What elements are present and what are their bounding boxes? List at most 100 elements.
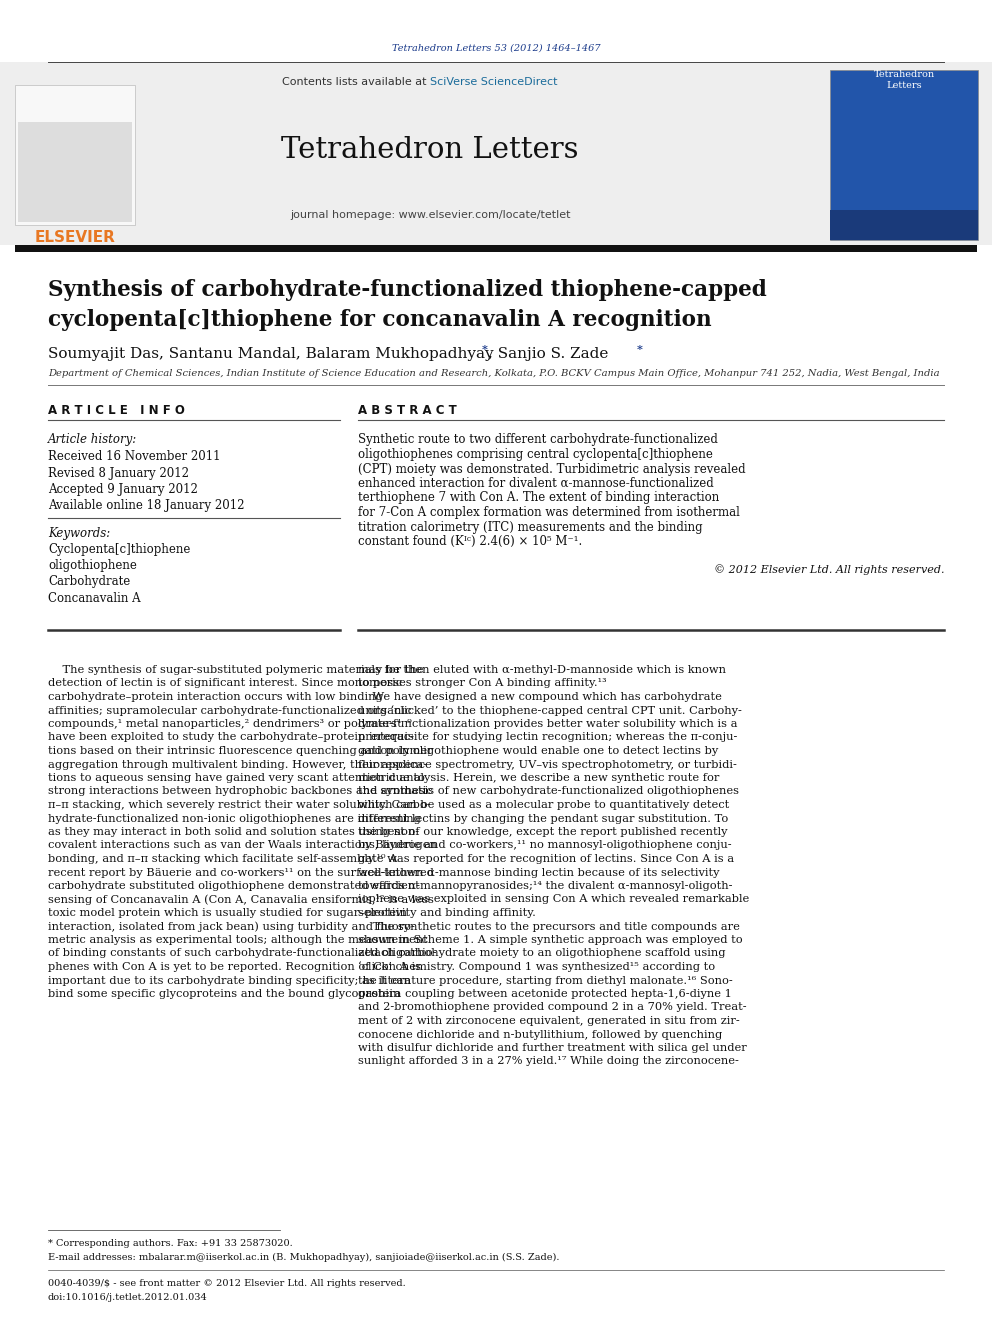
Text: journal homepage: www.elsevier.com/locate/tetlet: journal homepage: www.elsevier.com/locat…: [290, 210, 570, 220]
Text: Available online 18 January 2012: Available online 18 January 2012: [48, 499, 244, 512]
Text: , Sanjio S. Zade: , Sanjio S. Zade: [488, 347, 608, 361]
Text: which can be used as a molecular probe to quantitatively detect: which can be used as a molecular probe t…: [358, 800, 729, 810]
Text: oligothiophene: oligothiophene: [48, 560, 137, 573]
Text: the best of our knowledge, except the report published recently: the best of our knowledge, except the re…: [358, 827, 727, 837]
Text: A B S T R A C T: A B S T R A C T: [358, 404, 456, 417]
Text: Keywords:: Keywords:: [48, 528, 110, 541]
Text: the synthesis of new carbohydrate-functionalized oligothiophenes: the synthesis of new carbohydrate-functi…: [358, 786, 739, 796]
Text: ELSEVIER: ELSEVIER: [35, 229, 115, 245]
Text: important due to its carbohydrate binding specificity; as it can: important due to its carbohydrate bindin…: [48, 975, 411, 986]
Text: carbohydrate–protein interaction occurs with low binding: carbohydrate–protein interaction occurs …: [48, 692, 383, 703]
Text: drate-functionalization provides better water solubility which is a: drate-functionalization provides better …: [358, 718, 737, 729]
Text: Tetrahedron Letters 53 (2012) 1464–1467: Tetrahedron Letters 53 (2012) 1464–1467: [392, 44, 600, 53]
Text: recent report by Bäuerie and co-workers¹¹ on the surface-tethered: recent report by Bäuerie and co-workers¹…: [48, 868, 434, 877]
Text: aggregation through multivalent binding. However, their applica-: aggregation through multivalent binding.…: [48, 759, 428, 770]
Text: may be then eluted with α-methyl-D-mannoside which is known: may be then eluted with α-methyl-D-manno…: [358, 665, 726, 675]
Text: SciVerse ScienceDirect: SciVerse ScienceDirect: [430, 77, 558, 87]
Text: selectivity and binding affinity.: selectivity and binding affinity.: [358, 908, 536, 918]
Text: affinities; supramolecular carbohydrate-functionalized organic: affinities; supramolecular carbohydrate-…: [48, 705, 412, 716]
Text: attach carbohydrate moiety to an oligothiophene scaffold using: attach carbohydrate moiety to an oligoth…: [358, 949, 725, 958]
Text: enhanced interaction for divalent α-mannose-functionalized: enhanced interaction for divalent α-mann…: [358, 478, 714, 490]
Text: constant found (Kᴵᶜ) 2.4(6) × 10⁵ M⁻¹.: constant found (Kᴵᶜ) 2.4(6) × 10⁵ M⁻¹.: [358, 534, 582, 548]
Text: tions to aqueous sensing have gained very scant attention due to: tions to aqueous sensing have gained ver…: [48, 773, 425, 783]
Text: Synthesis of carbohydrate-functionalized thiophene-capped: Synthesis of carbohydrate-functionalized…: [48, 279, 767, 302]
Text: *: *: [637, 344, 643, 356]
Text: Received 16 November 2011: Received 16 November 2011: [48, 451, 220, 463]
Text: Department of Chemical Sciences, Indian Institute of Science Education and Resea: Department of Chemical Sciences, Indian …: [48, 369, 939, 378]
Text: compounds,¹ metal nanoparticles,² dendrimers³ or polymers⁴⁻⁹: compounds,¹ metal nanoparticles,² dendri…: [48, 718, 412, 729]
Bar: [0, 62, 992, 245]
Text: metric analysis. Herein, we describe a new synthetic route for: metric analysis. Herein, we describe a n…: [358, 773, 719, 783]
Bar: [830, 70, 978, 239]
Text: hydrate-functionalized non-ionic oligothiophenes are interesting: hydrate-functionalized non-ionic oligoth…: [48, 814, 421, 823]
Text: to posses stronger Con A binding affinity.¹³: to posses stronger Con A binding affinit…: [358, 679, 607, 688]
Text: Accepted 9 January 2012: Accepted 9 January 2012: [48, 483, 197, 496]
Text: detection of lectin is of significant interest. Since monomeric: detection of lectin is of significant in…: [48, 679, 402, 688]
Text: bind some specific glycoproteins and the bound glycoprotein: bind some specific glycoproteins and the…: [48, 990, 401, 999]
Text: bonding, and π–π stacking which facilitate self-assembly.¹⁰ A: bonding, and π–π stacking which facilita…: [48, 855, 398, 864]
Text: iophene was exploited in sensing Con A which revealed remarkable: iophene was exploited in sensing Con A w…: [358, 894, 749, 905]
Text: units ‘clicked’ to the thiophene-capped central CPT unit. Carbohy-: units ‘clicked’ to the thiophene-capped …: [358, 705, 742, 716]
Text: toxic model protein which is usually studied for sugar–protein: toxic model protein which is usually stu…: [48, 908, 407, 918]
Text: The synthesis of sugar-substituted polymeric materials for the: The synthesis of sugar-substituted polym…: [48, 665, 424, 675]
Text: well-known α-mannose binding lectin because of its selectivity: well-known α-mannose binding lectin beca…: [358, 868, 719, 877]
Text: the literature procedure, starting from diethyl malonate.¹⁶ Sono-: the literature procedure, starting from …: [358, 975, 733, 986]
Text: sunlight afforded 3 in a 27% yield.¹⁷ While doing the zirconocene-: sunlight afforded 3 in a 27% yield.¹⁷ Wh…: [358, 1057, 739, 1066]
Text: Contents lists available at: Contents lists available at: [282, 77, 430, 87]
Text: 0040-4039/$ - see front matter © 2012 Elsevier Ltd. All rights reserved.: 0040-4039/$ - see front matter © 2012 El…: [48, 1279, 406, 1289]
Text: Revised 8 January 2012: Revised 8 January 2012: [48, 467, 189, 479]
Text: interaction, isolated from jack bean) using turbidity and fluoro-: interaction, isolated from jack bean) us…: [48, 921, 415, 931]
Text: sensing of Concanavalin A (Con A, Canavalia ensiformis,¹² is a less: sensing of Concanavalin A (Con A, Canava…: [48, 894, 434, 905]
Text: tions based on their intrinsic fluorescence quenching and polymer: tions based on their intrinsic fluoresce…: [48, 746, 433, 755]
Text: as they may interact in both solid and solution states using non-: as they may interact in both solid and s…: [48, 827, 420, 837]
Text: gate was reported for the recognition of lectins. Since Con A is a: gate was reported for the recognition of…: [358, 855, 734, 864]
Text: *: *: [482, 344, 488, 356]
Text: ment of 2 with zirconocene equivalent, generated in situ from zir-: ment of 2 with zirconocene equivalent, g…: [358, 1016, 740, 1027]
Text: Tetrahedron
Letters: Tetrahedron Letters: [873, 70, 934, 90]
Text: Cyclopenta[c]thiophene: Cyclopenta[c]thiophene: [48, 544, 190, 557]
Text: shown in Scheme 1. A simple synthetic approach was employed to: shown in Scheme 1. A simple synthetic ap…: [358, 935, 743, 945]
Text: doi:10.1016/j.tetlet.2012.01.034: doi:10.1016/j.tetlet.2012.01.034: [48, 1294, 207, 1303]
Text: Concanavalin A: Concanavalin A: [48, 591, 141, 605]
Text: E-mail addresses: mbalarar.m@iiserkol.ac.in (B. Mukhopadhyay), sanjioiade@iiserk: E-mail addresses: mbalarar.m@iiserkol.ac…: [48, 1253, 559, 1262]
Text: The synthetic routes to the precursors and title compounds are: The synthetic routes to the precursors a…: [358, 922, 740, 931]
Text: by Bäuerie and co-workers,¹¹ no mannosyl-oligothiophene conju-: by Bäuerie and co-workers,¹¹ no mannosyl…: [358, 840, 732, 851]
Text: prerequisite for studying lectin recognition; whereas the π-conju-: prerequisite for studying lectin recogni…: [358, 733, 737, 742]
Text: Article history:: Article history:: [48, 434, 137, 446]
Text: gashira coupling between acetonide protected hepta-1,6-diyne 1: gashira coupling between acetonide prote…: [358, 990, 732, 999]
Bar: [15, 245, 977, 251]
Bar: [830, 210, 978, 239]
Text: terthiophene 7 with Con A. The extent of binding interaction: terthiophene 7 with Con A. The extent of…: [358, 492, 719, 504]
Text: metric analysis as experimental tools; although the measurement: metric analysis as experimental tools; a…: [48, 935, 428, 945]
Text: conocene dichloride and n-butyllithium, followed by quenching: conocene dichloride and n-butyllithium, …: [358, 1029, 722, 1040]
Text: have been exploited to study the carbohydrate–protein interac-: have been exploited to study the carbohy…: [48, 733, 414, 742]
Text: towards α-mannopyranosides;¹⁴ the divalent α-mannosyl-oligoth-: towards α-mannopyranosides;¹⁴ the divale…: [358, 881, 732, 890]
Text: with disulfur dichloride and further treatment with silica gel under: with disulfur dichloride and further tre…: [358, 1043, 747, 1053]
Text: strong interactions between hydrophobic backbones and aromatic: strong interactions between hydrophobic …: [48, 786, 433, 796]
Text: We have designed a new compound which has carbohydrate: We have designed a new compound which ha…: [358, 692, 722, 703]
Text: carbohydrate substituted oligothiophene demonstrated efficient: carbohydrate substituted oligothiophene …: [48, 881, 420, 890]
Text: Soumyajit Das, Santanu Mandal, Balaram Mukhopadhyay: Soumyajit Das, Santanu Mandal, Balaram M…: [48, 347, 499, 361]
Bar: [15, 85, 135, 225]
Text: phenes with Con A is yet to be reported. Recognition of Con A is: phenes with Con A is yet to be reported.…: [48, 962, 421, 972]
Text: Carbohydrate: Carbohydrate: [48, 576, 130, 589]
Text: for 7-Con A complex formation was determined from isothermal: for 7-Con A complex formation was determ…: [358, 505, 740, 519]
Text: covalent interactions such as van der Waals interactions, hydrogen: covalent interactions such as van der Wa…: [48, 840, 436, 851]
Text: Synthetic route to two different carbohydrate-functionalized: Synthetic route to two different carbohy…: [358, 434, 718, 446]
Text: A R T I C L E   I N F O: A R T I C L E I N F O: [48, 404, 185, 417]
Text: titration calorimetry (ITC) measurements and the binding: titration calorimetry (ITC) measurements…: [358, 520, 702, 533]
Text: gation in oligothiophene would enable one to detect lectins by: gation in oligothiophene would enable on…: [358, 746, 718, 755]
Text: π–π stacking, which severely restrict their water solubility. Carbo-: π–π stacking, which severely restrict th…: [48, 800, 431, 810]
Text: oligothiophenes comprising central cyclopenta[c]thiophene: oligothiophenes comprising central cyclo…: [358, 448, 713, 460]
Text: fluorescence spectrometry, UV–vis spectrophotometry, or turbidi-: fluorescence spectrometry, UV–vis spectr…: [358, 759, 737, 770]
Text: different lectins by changing the pendant sugar substitution. To: different lectins by changing the pendan…: [358, 814, 728, 823]
Text: Tetrahedron Letters: Tetrahedron Letters: [282, 136, 578, 164]
Text: © 2012 Elsevier Ltd. All rights reserved.: © 2012 Elsevier Ltd. All rights reserved…: [713, 565, 944, 576]
Text: cyclopenta[c]thiophene for concanavalin A recognition: cyclopenta[c]thiophene for concanavalin …: [48, 310, 711, 331]
Text: of binding constants of such carbohydrate-functionalized oligothio-: of binding constants of such carbohydrat…: [48, 949, 436, 958]
Bar: [18, 122, 132, 222]
Text: * Corresponding authors. Fax: +91 33 25873020.: * Corresponding authors. Fax: +91 33 258…: [48, 1240, 293, 1249]
Text: and 2-bromothiophene provided compound 2 in a 70% yield. Treat-: and 2-bromothiophene provided compound 2…: [358, 1003, 747, 1012]
Text: ‘click’ chemistry. Compound 1 was synthesized¹⁵ according to: ‘click’ chemistry. Compound 1 was synthe…: [358, 962, 715, 972]
Text: (CPT) moiety was demonstrated. Turbidimetric analysis revealed: (CPT) moiety was demonstrated. Turbidime…: [358, 463, 746, 475]
